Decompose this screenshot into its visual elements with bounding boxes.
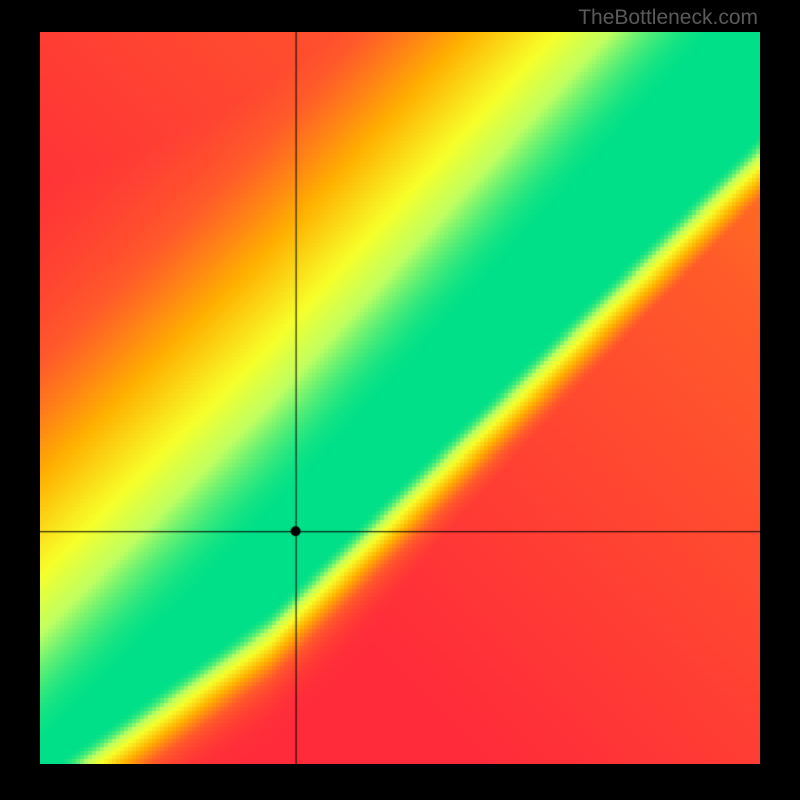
bottleneck-heatmap	[40, 32, 760, 764]
heatmap-canvas	[40, 32, 760, 764]
watermark-text: TheBottleneck.com	[578, 6, 758, 30]
